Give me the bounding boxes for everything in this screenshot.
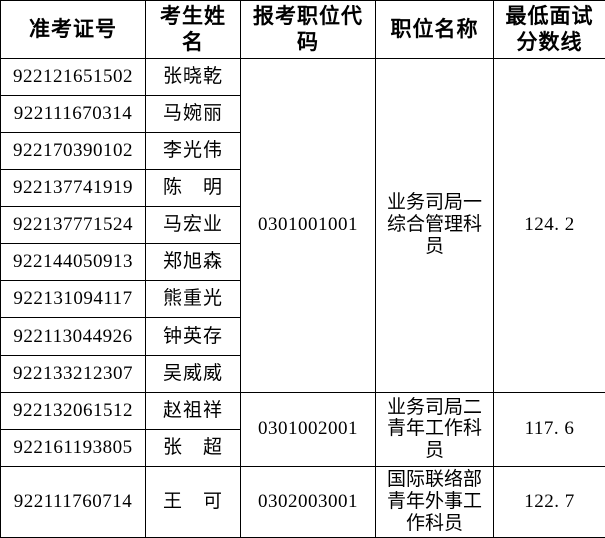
position-title-cell: 业务司局一综合管理科员 bbox=[375, 57, 494, 393]
header-admission-no: 准考证号 bbox=[0, 0, 146, 59]
admission-no-cell: 922161193805 bbox=[0, 428, 146, 468]
candidate-name-cell: 钟英存 bbox=[145, 317, 241, 356]
candidate-name-cell: 吴威威 bbox=[145, 354, 241, 393]
table-row: 922132061512 赵祖祥 0301002001 业务司局二青年工作科员 … bbox=[0, 391, 605, 468]
table-row: 922144050913 郑旭森 bbox=[0, 243, 605, 282]
candidate-name-cell: 赵祖祥 bbox=[145, 391, 241, 430]
admission-no-cell: 922121651502 bbox=[0, 57, 146, 96]
header-position-title: 职位名称 bbox=[375, 0, 494, 59]
admission-no-cell: 922133212307 bbox=[0, 354, 146, 393]
header-min-score: 最低面试 分数线 bbox=[493, 0, 605, 59]
candidate-name-cell: 张 超 bbox=[145, 428, 241, 468]
position-title-cell: 国际联络部青年外事工作科员 bbox=[375, 466, 494, 538]
candidate-name-cell: 陈 明 bbox=[145, 168, 241, 208]
position-code-cell: 0301001001 bbox=[240, 57, 376, 393]
table-row: 922170390102 李光伟 bbox=[0, 131, 605, 170]
header-row: 准考证号 考生姓名 报考职位代码 职位名称 最低面试 分数线 bbox=[0, 0, 605, 59]
admission-no-cell: 922111670314 bbox=[0, 94, 146, 133]
admission-no-cell: 922132061512 bbox=[0, 391, 146, 430]
table-row: 922133212307 吴威威 bbox=[0, 354, 605, 393]
header-min-score-line1: 最低面试 bbox=[505, 4, 594, 28]
table-row: 922111760714 王 可 0302003001 国际联络部青年外事工作科… bbox=[0, 466, 605, 538]
admission-no-cell: 922137741919 bbox=[0, 168, 146, 208]
position-code-cell: 0301002001 bbox=[240, 391, 376, 468]
min-score-cell: 117. 6 bbox=[493, 391, 605, 468]
header-position-code: 报考职位代码 bbox=[240, 0, 376, 59]
table-row: 922121651502 张晓乾 0301001001 业务司局一综合管理科员 … bbox=[0, 57, 605, 393]
candidate-name-cell: 郑旭森 bbox=[145, 243, 241, 282]
candidate-name-cell: 李光伟 bbox=[145, 131, 241, 170]
candidate-name-cell: 熊重光 bbox=[145, 280, 241, 319]
candidate-name-cell: 王 可 bbox=[145, 466, 241, 538]
candidate-name-cell: 马宏业 bbox=[145, 206, 241, 245]
table-row: 922137771524 马宏业 bbox=[0, 206, 605, 245]
table-row: 922161193805 张 超 bbox=[0, 428, 605, 468]
admission-no-cell: 922137771524 bbox=[0, 206, 146, 245]
candidate-name-cell: 马婉丽 bbox=[145, 94, 241, 133]
admission-no-cell: 922113044926 bbox=[0, 317, 146, 356]
table-row: 922131094117 熊重光 bbox=[0, 280, 605, 319]
admission-no-cell: 922111760714 bbox=[0, 466, 146, 538]
header-min-score-line2: 分数线 bbox=[516, 30, 583, 55]
header-candidate-name: 考生姓名 bbox=[145, 0, 241, 59]
admission-no-cell: 922170390102 bbox=[0, 131, 146, 170]
table-row: 922111670314 马婉丽 bbox=[0, 94, 605, 133]
position-code-cell: 0302003001 bbox=[240, 466, 376, 538]
position-title-cell: 业务司局二青年工作科员 bbox=[375, 391, 494, 468]
admission-no-cell: 922144050913 bbox=[0, 243, 146, 282]
admission-no-cell: 922131094117 bbox=[0, 280, 146, 319]
table-row: 922113044926 钟英存 bbox=[0, 317, 605, 356]
table-row: 922137741919 陈 明 bbox=[0, 168, 605, 208]
min-score-cell: 124. 2 bbox=[493, 57, 605, 393]
min-score-cell: 122. 7 bbox=[493, 466, 605, 538]
candidate-name-cell: 张晓乾 bbox=[145, 57, 241, 96]
